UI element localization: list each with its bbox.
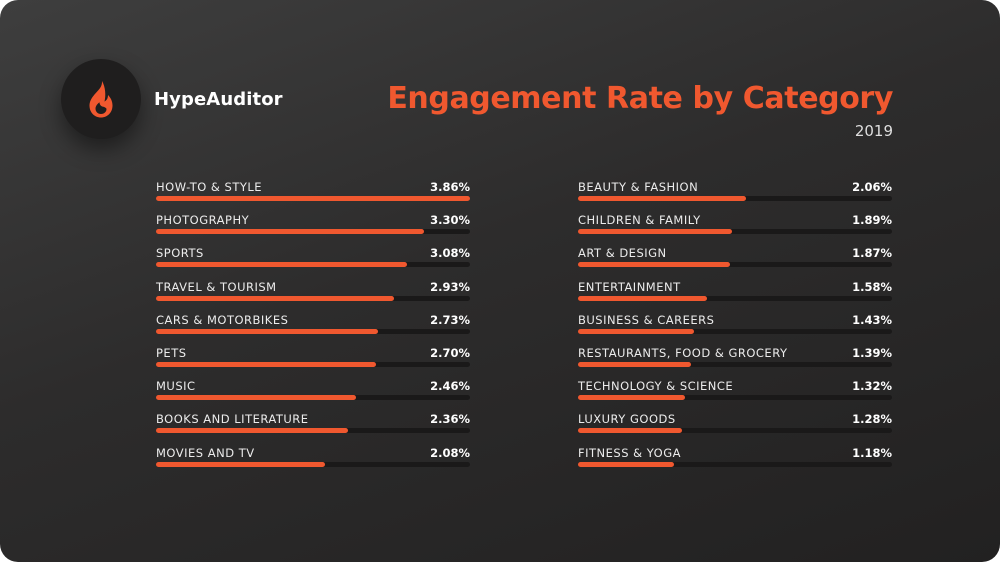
bar-track bbox=[578, 428, 892, 434]
chart-subtitle: 2019 bbox=[854, 122, 893, 140]
bar-track bbox=[578, 328, 892, 334]
category-label: SPORTS bbox=[156, 246, 204, 261]
brand-logo bbox=[61, 59, 141, 139]
category-label: BUSINESS & CAREERS bbox=[578, 312, 715, 327]
category-label: MOVIES AND TV bbox=[156, 445, 255, 460]
bar-fill bbox=[156, 428, 348, 434]
category-row: BEAUTY & FASHION 2.06% bbox=[578, 180, 892, 213]
category-label: LUXURY GOODS bbox=[578, 412, 676, 427]
category-value: 1.32% bbox=[852, 379, 892, 394]
bar-fill bbox=[156, 295, 395, 301]
category-value: 1.89% bbox=[852, 213, 892, 228]
bar-track bbox=[156, 461, 470, 467]
category-value: 2.93% bbox=[430, 279, 470, 294]
chart-title: Engagement Rate by Category bbox=[387, 81, 893, 116]
bar-track bbox=[156, 361, 470, 367]
category-row: CARS & MOTORBIKES 2.73% bbox=[156, 313, 470, 346]
bar-track bbox=[156, 295, 470, 301]
category-value: 1.43% bbox=[852, 312, 892, 327]
bar-fill bbox=[156, 328, 379, 334]
category-value: 1.39% bbox=[852, 345, 892, 360]
category-value: 1.18% bbox=[852, 445, 892, 460]
category-column-left: HOW-TO & STYLE 3.86% PHOTOGRAPHY 3.30% SPORT… bbox=[156, 180, 470, 479]
category-row: TECHNOLOGY & SCIENCE 1.32% bbox=[578, 379, 892, 412]
bar-track bbox=[156, 428, 470, 434]
category-row: MUSIC 2.46% bbox=[156, 379, 470, 412]
category-row: BUSINESS & CAREERS 1.43% bbox=[578, 313, 892, 346]
category-row: PETS 2.70% bbox=[156, 346, 470, 379]
category-label: PETS bbox=[156, 345, 187, 360]
category-value: 2.08% bbox=[430, 445, 470, 460]
category-label: TECHNOLOGY & SCIENCE bbox=[578, 379, 734, 394]
bar-fill bbox=[156, 461, 326, 467]
bar-fill bbox=[578, 328, 695, 334]
category-label: FITNESS & YOGA bbox=[578, 445, 682, 460]
bar-fill bbox=[156, 395, 357, 401]
category-label: BEAUTY & FASHION bbox=[578, 180, 699, 194]
bar-fill bbox=[578, 295, 707, 301]
category-row: CHILDREN & FAMILY 1.89% bbox=[578, 213, 892, 246]
bar-track bbox=[156, 262, 470, 268]
category-row: BOOKS AND LITERATURE 2.36% bbox=[156, 412, 470, 445]
category-value: 3.08% bbox=[430, 246, 470, 261]
category-value: 3.30% bbox=[430, 213, 470, 228]
bar-fill bbox=[578, 196, 746, 201]
category-value: 2.73% bbox=[430, 312, 470, 327]
category-label: ENTERTAINMENT bbox=[578, 279, 681, 294]
bar-track bbox=[578, 395, 892, 401]
bar-track bbox=[156, 328, 470, 334]
bar-track bbox=[578, 262, 892, 268]
bar-track bbox=[156, 395, 470, 401]
category-value: 2.46% bbox=[430, 379, 470, 394]
bar-track bbox=[156, 229, 470, 235]
category-label: BOOKS AND LITERATURE bbox=[156, 412, 309, 427]
category-value: 2.06% bbox=[852, 180, 892, 194]
category-label: TRAVEL & TOURISM bbox=[156, 279, 277, 294]
category-row: SPORTS 3.08% bbox=[156, 246, 470, 279]
category-row: LUXURY GOODS 1.28% bbox=[578, 412, 892, 445]
bar-track bbox=[578, 461, 892, 467]
category-label: ART & DESIGN bbox=[578, 246, 667, 261]
category-label: HOW-TO & STYLE bbox=[156, 180, 263, 194]
category-row: MOVIES AND TV 2.08% bbox=[156, 446, 470, 479]
category-value: 3.86% bbox=[430, 180, 470, 194]
category-row: ENTERTAINMENT 1.58% bbox=[578, 280, 892, 313]
category-row: PHOTOGRAPHY 3.30% bbox=[156, 213, 470, 246]
category-value: 2.70% bbox=[430, 345, 470, 360]
bar-fill bbox=[578, 428, 683, 434]
category-label: PHOTOGRAPHY bbox=[156, 213, 250, 228]
category-row: ART & DESIGN 1.87% bbox=[578, 246, 892, 279]
category-column-right: BEAUTY & FASHION 2.06% CHILDREN & FAMILY 1.… bbox=[578, 180, 892, 479]
bar-fill bbox=[578, 229, 732, 235]
bar-fill bbox=[156, 196, 470, 201]
category-label: MUSIC bbox=[156, 379, 196, 394]
category-label: CHILDREN & FAMILY bbox=[578, 213, 701, 228]
flame-icon bbox=[89, 81, 113, 118]
bar-fill bbox=[578, 461, 674, 467]
bar-track bbox=[578, 361, 892, 367]
bar-track bbox=[156, 196, 470, 201]
bar-fill bbox=[578, 395, 686, 401]
category-value: 1.58% bbox=[852, 279, 892, 294]
category-value: 2.36% bbox=[430, 412, 470, 427]
bar-fill bbox=[156, 361, 376, 367]
category-value: 1.87% bbox=[852, 246, 892, 261]
category-value: 1.28% bbox=[852, 412, 892, 427]
category-row: HOW-TO & STYLE 3.86% bbox=[156, 180, 470, 213]
category-label: CARS & MOTORBIKES bbox=[156, 312, 289, 327]
bar-fill bbox=[156, 229, 425, 235]
bar-fill bbox=[578, 262, 731, 268]
category-row: RESTAURANTS, FOOD & GROCERY 1.39% bbox=[578, 346, 892, 379]
category-row: FITNESS & YOGA 1.18% bbox=[578, 446, 892, 479]
category-label: RESTAURANTS, FOOD & GROCERY bbox=[578, 345, 788, 360]
bar-track bbox=[578, 196, 892, 201]
bar-track bbox=[578, 295, 892, 301]
category-row: TRAVEL & TOURISM 2.93% bbox=[156, 280, 470, 313]
bar-fill bbox=[156, 262, 407, 268]
bar-track bbox=[578, 229, 892, 235]
brand-name: HypeAuditor bbox=[154, 89, 283, 110]
bar-fill bbox=[578, 361, 692, 367]
